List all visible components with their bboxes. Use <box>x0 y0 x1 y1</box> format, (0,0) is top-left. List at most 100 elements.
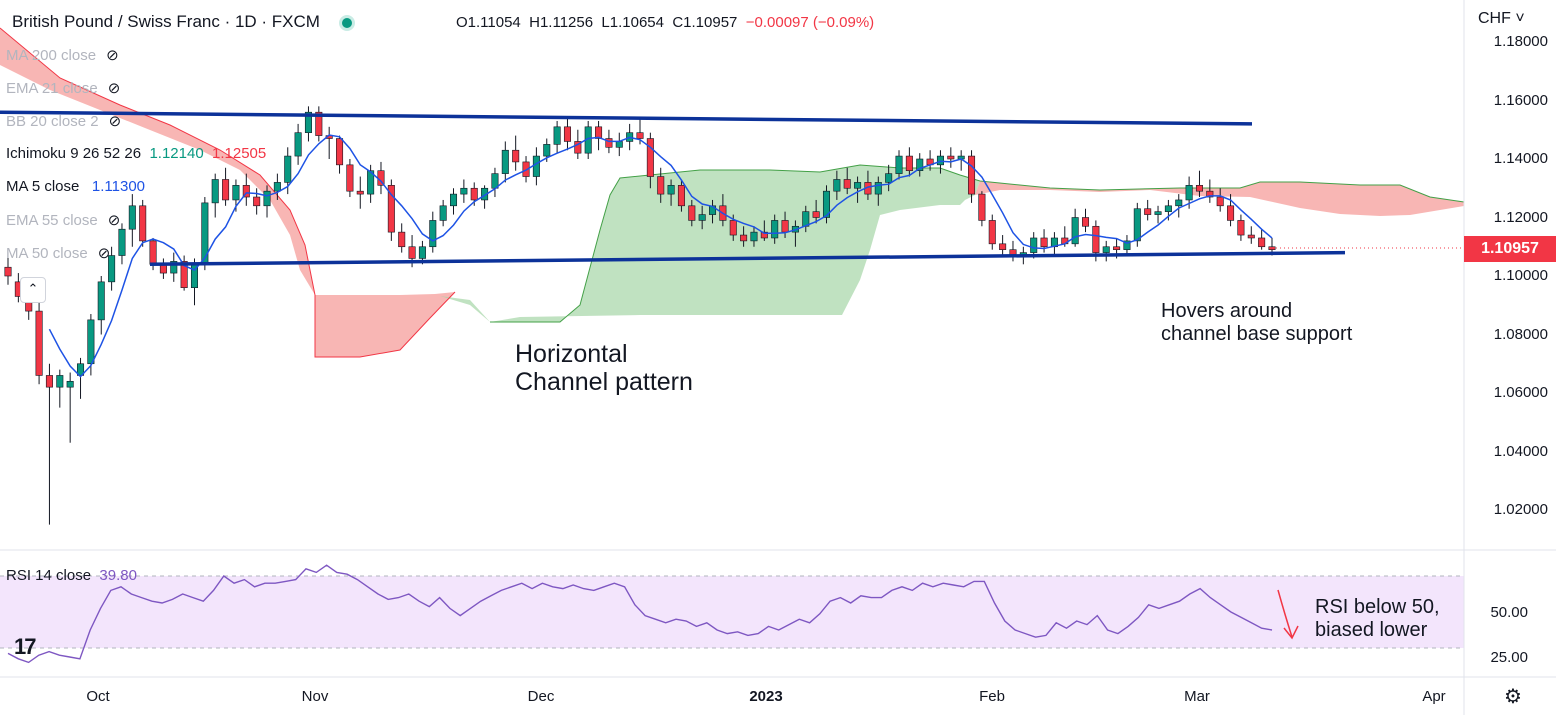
rsi-annotation-line1: RSI below 50, <box>1315 596 1440 618</box>
candle-body <box>936 155 944 166</box>
channel-annotation-line2: Channel pattern <box>515 368 693 396</box>
price-tick-label: 1.08000 <box>1493 325 1548 343</box>
candle-body <box>1154 211 1162 215</box>
price-tick-label: 1.04000 <box>1493 442 1548 460</box>
candle-body <box>387 185 395 233</box>
rsi-annotation: RSI below 50, biased lower <box>1315 596 1440 642</box>
candle-body <box>242 185 250 198</box>
current-price-badge: 1.10957 <box>1464 236 1556 262</box>
candle-body <box>1227 205 1235 221</box>
candle-body <box>595 126 603 139</box>
candle-body <box>916 158 924 171</box>
candle-body <box>574 141 582 154</box>
candle-body <box>232 185 240 201</box>
candle-body <box>1206 190 1214 198</box>
open-value: O1.11054 <box>456 14 521 31</box>
candle-body <box>87 319 95 365</box>
candle-body <box>968 155 976 195</box>
candle-body <box>170 261 178 274</box>
legend-ema21[interactable]: EMA 21 close ⊘ <box>6 79 120 97</box>
candle-body <box>294 132 302 157</box>
candle-body <box>543 144 551 157</box>
legend-ema55-label: EMA 55 close <box>6 212 98 229</box>
candle-body <box>657 176 665 195</box>
candle-body <box>667 185 675 195</box>
currency-selector[interactable]: CHF ˅ <box>1478 10 1525 28</box>
candle-body <box>315 111 323 136</box>
time-tick-label: Feb <box>979 688 1005 705</box>
collapse-legend-button[interactable]: ⌃ <box>20 277 46 303</box>
legend-ma200-label: MA 200 close <box>6 47 97 64</box>
legend-bb[interactable]: BB 20 close 2 ⊘ <box>6 112 121 130</box>
chevron-down-icon: ˅ <box>1515 10 1525 27</box>
candle-body <box>740 234 748 242</box>
legend-ma5-value: 1.11300 <box>91 178 145 195</box>
legend-ma5[interactable]: MA 5 close 1.11300 <box>6 178 145 195</box>
settings-gear-icon[interactable]: ⚙ <box>1504 686 1522 708</box>
candle-body <box>222 179 230 201</box>
eye-hidden-icon[interactable]: ⊘ <box>97 245 111 262</box>
candle-body <box>885 173 893 183</box>
candle-body <box>56 375 64 388</box>
low-value: L1.10654 <box>601 14 664 31</box>
price-tick-label: 1.02000 <box>1493 501 1548 518</box>
eye-hidden-icon[interactable]: ⊘ <box>107 80 121 97</box>
candle-body <box>1133 208 1141 242</box>
price-tick-label: 1.14000 <box>1493 150 1548 167</box>
candle-body <box>356 190 364 195</box>
candle-body <box>636 132 644 139</box>
candle-body <box>1092 225 1100 253</box>
channel-annotation: Horizontal Channel pattern <box>515 340 693 396</box>
candle-body <box>843 179 851 189</box>
candle-body <box>698 214 706 221</box>
candle-body <box>854 182 862 189</box>
legend-rsi[interactable]: RSI 14 close 39.80 <box>6 567 137 584</box>
time-tick-label: Nov <box>301 688 329 705</box>
candle-body <box>605 138 613 148</box>
candle-body <box>988 220 996 245</box>
candle-body <box>273 182 281 192</box>
cloud-green-segment <box>440 165 980 322</box>
legend-ichimoku[interactable]: Ichimoku 9 26 52 26 1.12140 1.12505 <box>6 145 266 162</box>
price-tick-label: 1.16000 <box>1493 91 1548 109</box>
legend-ichimoku-v1: 1.12140 <box>149 145 204 162</box>
ichimoku-cloud <box>0 27 1465 358</box>
candle-body <box>947 155 955 160</box>
rsi-tick-label: 25.00 <box>1490 649 1528 666</box>
candle-body <box>398 231 406 248</box>
tradingview-logo[interactable]: 17 <box>14 634 37 659</box>
candle-body <box>118 228 126 256</box>
candle-body <box>180 261 188 289</box>
candle-body <box>367 170 375 195</box>
legend-ichimoku-label: Ichimoku 9 26 52 26 <box>6 145 142 162</box>
symbol-title[interactable]: British Pound / Swiss Franc · 1D · FXCM <box>12 12 355 32</box>
channel-top-line <box>0 110 1253 126</box>
candle-body <box>1247 234 1255 239</box>
candle-body <box>1030 237 1038 253</box>
title-text: British Pound / Swiss Franc · 1D · FXCM <box>12 12 320 31</box>
rsi-pane: 50.00 25.00 <box>0 564 1528 666</box>
eye-hidden-icon[interactable]: ⊘ <box>106 47 119 64</box>
candle-body <box>1164 205 1172 212</box>
legend-ma200[interactable]: MA 200 close ⊘ <box>6 46 119 64</box>
candle-body <box>470 187 478 201</box>
candle-body <box>874 182 882 195</box>
eye-hidden-icon[interactable]: ⊘ <box>107 212 121 229</box>
time-tick-label: Dec <box>527 688 555 705</box>
candle-body <box>677 185 685 207</box>
legend-ma5-label: MA 5 close <box>6 178 80 195</box>
candle-body <box>449 193 458 207</box>
channel-annotation-line1: Horizontal <box>515 340 628 368</box>
legend-bb-label: BB 20 close 2 <box>6 113 99 130</box>
time-tick-label: Mar <box>1184 688 1210 705</box>
candle-body <box>563 126 571 142</box>
eye-hidden-icon[interactable]: ⊘ <box>108 113 122 130</box>
candle-body <box>1113 246 1121 250</box>
market-status-icon <box>338 14 355 31</box>
senkou-a-line <box>490 164 1465 323</box>
close-value: C1.10957 <box>672 14 738 31</box>
legend-ma50[interactable]: MA 50 close ⊘ <box>6 244 110 262</box>
legend-ema55[interactable]: EMA 55 close ⊘ <box>6 211 120 229</box>
candle-body <box>729 220 737 236</box>
